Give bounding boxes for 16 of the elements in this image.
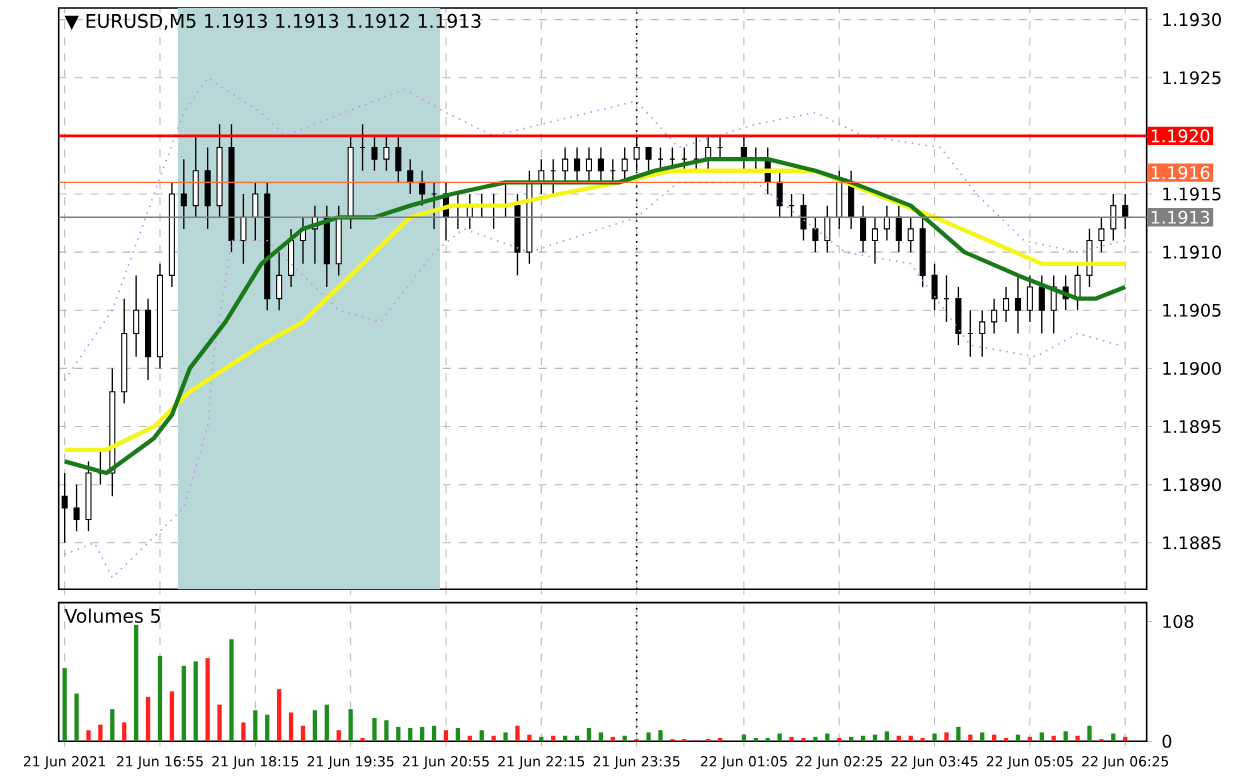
y-tick-label: 1.1915 (1163, 187, 1221, 201)
y-tick-label: 1.1930 (1163, 13, 1221, 27)
y-tick-label: 1.1895 (1163, 420, 1221, 434)
ref-line-label: 1.1916 (1151, 166, 1210, 180)
y-tick-label: 1.1910 (1163, 245, 1221, 259)
y-tick-label: 1.1890 (1163, 478, 1221, 492)
y-tick-label: 0 (1162, 734, 1172, 748)
y-tick-label: 108 (1163, 614, 1194, 629)
ref-line-label: 1.1920 (1151, 129, 1210, 143)
y-tick-label: 1.1925 (1163, 71, 1221, 85)
ref-line-label: 1.1913 (1151, 210, 1210, 224)
y-tick-label: 1.1900 (1163, 361, 1221, 375)
chart-title: ▼ EURUSD,M5 1.1913 1.1913 1.1912 1.1913 (64, 13, 481, 31)
y-tick-label: 1.1905 (1163, 303, 1221, 317)
chart-title: Volumes 5 (64, 608, 160, 623)
y-tick-label: 1.1885 (1163, 536, 1221, 550)
